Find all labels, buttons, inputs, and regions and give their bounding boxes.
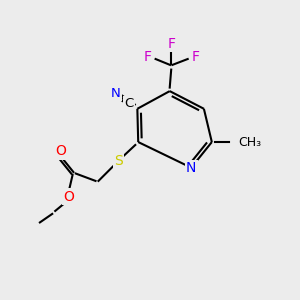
Text: F: F	[167, 37, 175, 51]
Text: C: C	[124, 97, 134, 110]
Text: S: S	[114, 154, 123, 168]
Text: F: F	[144, 50, 152, 64]
Text: N: N	[186, 161, 196, 175]
Text: CH₃: CH₃	[238, 136, 262, 148]
Text: O: O	[64, 190, 74, 203]
Text: N: N	[111, 87, 121, 100]
Text: F: F	[192, 50, 200, 64]
Text: O: O	[55, 145, 66, 158]
